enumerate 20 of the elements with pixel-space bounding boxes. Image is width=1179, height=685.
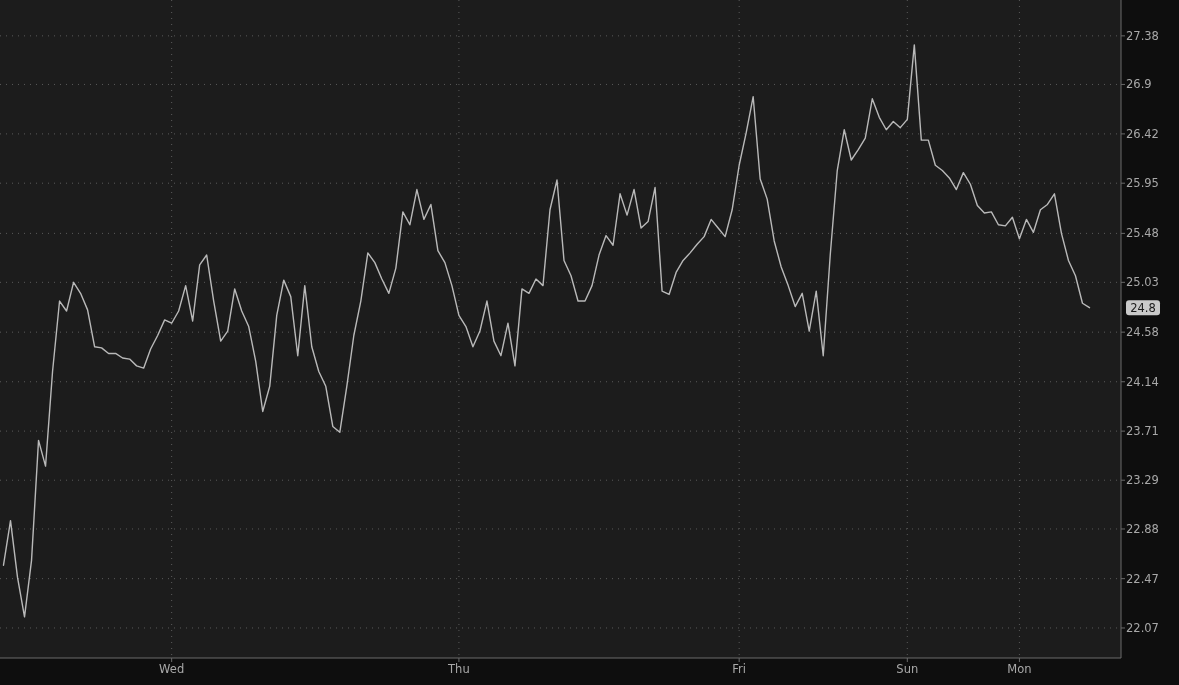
- x-tick-label: Mon: [1007, 662, 1032, 676]
- y-tick-label: 26.9: [1126, 77, 1152, 92]
- y-tick-label: 25.95: [1126, 176, 1159, 191]
- x-tick-label: Thu: [447, 662, 470, 676]
- y-tick-label: 23.29: [1126, 473, 1159, 488]
- x-tick-label: Sun: [896, 662, 919, 676]
- y-tick-label: 25.48: [1126, 226, 1159, 241]
- line-series: [2, 44, 1091, 618]
- text: 24.8: [1130, 300, 1156, 315]
- y-tick-label: 24.58: [1126, 325, 1159, 340]
- x-tick-label: Fri: [732, 662, 747, 676]
- y-tick-label: 22.88: [1126, 522, 1159, 537]
- y-tick-label: 24.14: [1126, 374, 1159, 389]
- y-tick-label: 22.47: [1126, 571, 1159, 586]
- y-tick-label: 22.07: [1126, 621, 1159, 635]
- y-tick-label: 23.71: [1126, 424, 1159, 439]
- y-tick-label: 25.03: [1126, 275, 1159, 290]
- y-tick-label: 27.38: [1126, 28, 1159, 43]
- y-tick-label: 26.42: [1126, 126, 1159, 141]
- x-tick-label: Wed: [159, 662, 185, 676]
